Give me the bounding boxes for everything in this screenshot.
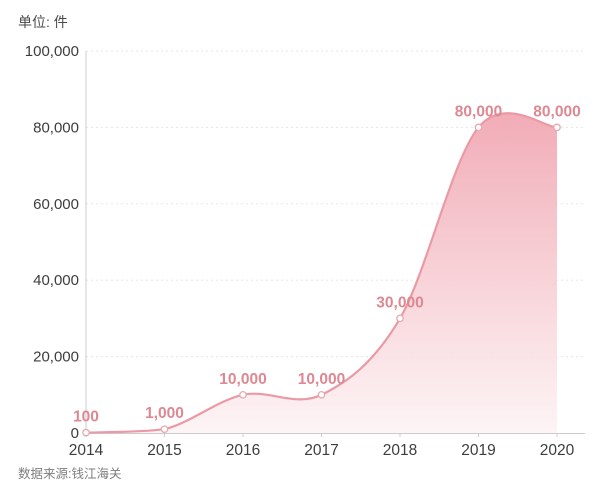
x-axis-label: 2016 <box>226 442 260 459</box>
data-point-label: 80,000 <box>455 103 502 120</box>
area-fill <box>86 113 557 433</box>
data-source-label: 数据来源:钱江海关 <box>18 467 122 481</box>
data-point <box>82 428 90 437</box>
x-axis-label: 2017 <box>304 442 338 459</box>
y-axis-label: 100,000 <box>25 43 79 60</box>
data-point <box>396 314 404 323</box>
data-point-label: 100 <box>73 409 99 426</box>
data-point <box>553 123 561 132</box>
x-axis-label: 2014 <box>69 442 104 459</box>
x-axis-label: 2018 <box>383 442 417 459</box>
data-point <box>474 123 483 132</box>
x-axis-label: 2015 <box>147 442 181 459</box>
data-point <box>239 390 247 399</box>
y-axis-label: 80,000 <box>33 119 79 136</box>
x-axis-label: 2020 <box>540 442 575 459</box>
unit-label: 单位: 件 <box>18 14 68 30</box>
data-point-label: 30,000 <box>376 294 423 311</box>
data-point-label: 1,000 <box>145 405 184 422</box>
y-axis-label: 20,000 <box>33 349 79 366</box>
y-axis-label: 60,000 <box>33 196 79 213</box>
data-point <box>317 390 326 399</box>
data-point-label: 80,000 <box>533 103 580 120</box>
x-axis-label: 2019 <box>461 442 495 459</box>
y-axis-label: 40,000 <box>33 272 79 289</box>
data-point-label: 10,000 <box>298 371 345 388</box>
data-point <box>160 425 169 434</box>
data-point-label: 10,000 <box>219 371 266 388</box>
y-axis-label: 0 <box>71 425 79 442</box>
